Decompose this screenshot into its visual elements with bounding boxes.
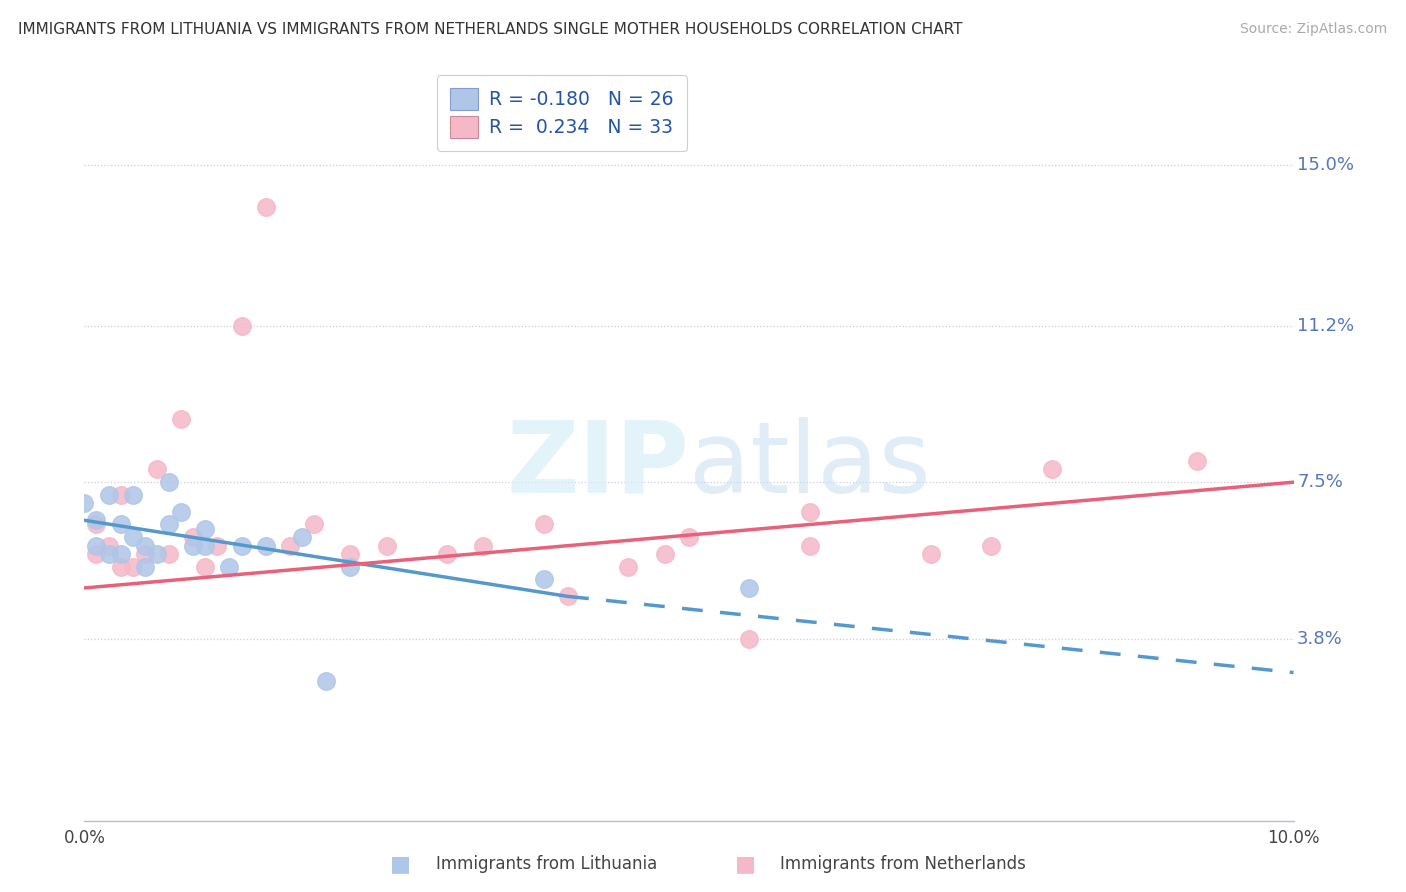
Point	[799, 505, 821, 519]
Text: 3.8%: 3.8%	[1298, 630, 1343, 648]
Point	[218, 559, 240, 574]
Point	[134, 559, 156, 574]
Point	[678, 530, 700, 544]
Text: IMMIGRANTS FROM LITHUANIA VS IMMIGRANTS FROM NETHERLANDS SINGLE MOTHER HOUSEHOLD: IMMIGRANTS FROM LITHUANIA VS IMMIGRANTS …	[18, 22, 963, 37]
Point	[231, 539, 253, 553]
Point	[181, 530, 204, 544]
Text: Source: ZipAtlas.com: Source: ZipAtlas.com	[1240, 22, 1388, 37]
Point	[980, 539, 1002, 553]
Point	[86, 539, 108, 553]
Point	[86, 547, 108, 561]
Point	[194, 522, 217, 536]
Point	[315, 673, 337, 688]
Point	[110, 517, 132, 532]
Point	[121, 559, 143, 574]
Point	[134, 547, 156, 561]
Point	[121, 530, 143, 544]
Point	[110, 559, 132, 574]
Text: 7.5%: 7.5%	[1298, 473, 1343, 491]
Legend: R = -0.180   N = 26, R =  0.234   N = 33: R = -0.180 N = 26, R = 0.234 N = 33	[437, 75, 688, 151]
Text: ■: ■	[391, 855, 411, 874]
Point	[73, 496, 96, 510]
Point	[339, 559, 361, 574]
Point	[157, 475, 180, 490]
Point	[291, 530, 314, 544]
Point	[533, 517, 555, 532]
Point	[157, 547, 180, 561]
Point	[738, 581, 761, 595]
Point	[231, 318, 253, 333]
Point	[436, 547, 458, 561]
Point	[146, 462, 169, 476]
Point	[375, 539, 398, 553]
Point	[146, 547, 169, 561]
Text: ZIP: ZIP	[506, 417, 689, 514]
Point	[920, 547, 942, 561]
Point	[617, 559, 640, 574]
Point	[86, 513, 108, 527]
Point	[207, 539, 229, 553]
Point	[181, 539, 204, 553]
Point	[533, 573, 555, 587]
Point	[97, 488, 120, 502]
Point	[339, 547, 361, 561]
Point	[157, 517, 180, 532]
Point	[86, 517, 108, 532]
Point	[254, 200, 277, 214]
Point	[302, 517, 325, 532]
Point	[194, 559, 217, 574]
Point	[799, 539, 821, 553]
Point	[194, 539, 217, 553]
Y-axis label: Single Mother Households: Single Mother Households	[0, 343, 8, 558]
Point	[170, 411, 193, 425]
Text: ■: ■	[735, 855, 755, 874]
Text: 15.0%: 15.0%	[1298, 156, 1354, 174]
Text: Immigrants from Lithuania: Immigrants from Lithuania	[436, 855, 657, 873]
Point	[134, 539, 156, 553]
Point	[110, 488, 132, 502]
Point	[121, 488, 143, 502]
Point	[97, 539, 120, 553]
Point	[1185, 454, 1208, 468]
Point	[110, 547, 132, 561]
Point	[278, 539, 301, 553]
Point	[1040, 462, 1063, 476]
Point	[738, 632, 761, 646]
Text: 11.2%: 11.2%	[1298, 317, 1354, 334]
Point	[170, 505, 193, 519]
Point	[97, 547, 120, 561]
Point	[654, 547, 676, 561]
Text: atlas: atlas	[689, 417, 931, 514]
Point	[557, 590, 579, 604]
Text: Immigrants from Netherlands: Immigrants from Netherlands	[780, 855, 1026, 873]
Point	[472, 539, 495, 553]
Point	[254, 539, 277, 553]
